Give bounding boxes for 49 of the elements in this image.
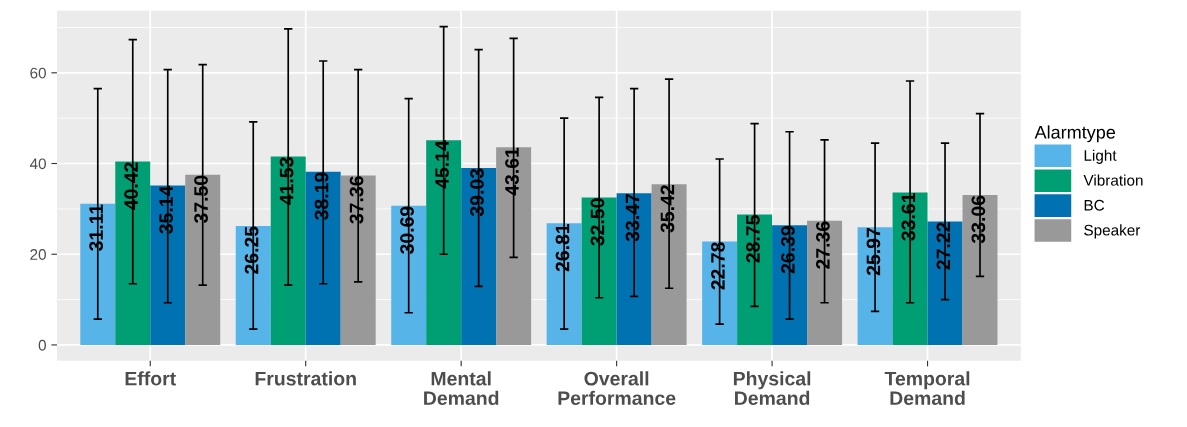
legend-label: Vibration bbox=[1083, 174, 1143, 186]
bar bbox=[115, 161, 151, 345]
y-tick-label: 20 bbox=[30, 249, 46, 260]
data-label: 22.78 bbox=[711, 242, 725, 290]
bar bbox=[892, 192, 928, 345]
data-label: 33.61 bbox=[901, 193, 916, 241]
data-label: 28.75 bbox=[746, 215, 760, 263]
bar bbox=[461, 167, 497, 345]
bar bbox=[391, 205, 427, 345]
bar bbox=[772, 225, 808, 345]
bar bbox=[616, 193, 652, 345]
data-label: 35.42 bbox=[660, 185, 675, 233]
x-tick-label: Mental Demand bbox=[424, 371, 499, 406]
data-label: 33.47 bbox=[625, 193, 640, 242]
x-tick-label: Overall Performance bbox=[558, 371, 676, 406]
x-tick-label: Frustration bbox=[255, 371, 356, 386]
bar bbox=[305, 171, 341, 345]
bar bbox=[340, 175, 376, 345]
legend-label: Speaker bbox=[1084, 224, 1141, 239]
bar bbox=[235, 225, 271, 345]
bar bbox=[581, 197, 617, 345]
data-label: 27.22 bbox=[936, 222, 951, 270]
legend-title: Alarmtype bbox=[1034, 125, 1116, 143]
x-tick-label: Physical Demand bbox=[733, 371, 811, 406]
y-tick-label: 0 bbox=[38, 339, 46, 351]
bar bbox=[962, 195, 998, 345]
bar bbox=[807, 220, 843, 345]
legend-label: Light bbox=[1084, 149, 1117, 164]
y-tick-label: 60 bbox=[30, 67, 46, 79]
bar bbox=[651, 184, 687, 345]
x-tick-label: Temporal Demand bbox=[884, 371, 970, 406]
bar bbox=[857, 227, 893, 345]
legend-label: BC bbox=[1084, 199, 1105, 211]
bar bbox=[150, 185, 186, 345]
data-label: 25.97 bbox=[866, 228, 881, 276]
bar bbox=[270, 156, 306, 345]
bar bbox=[80, 203, 116, 345]
y-tick-label: 40 bbox=[29, 158, 46, 170]
bar bbox=[185, 174, 221, 345]
data-label: 32.50 bbox=[590, 198, 605, 246]
data-label: 31.11 bbox=[89, 204, 104, 251]
bar bbox=[702, 241, 738, 345]
bar bbox=[426, 140, 462, 345]
x-tick-label: Effort bbox=[125, 371, 176, 386]
bar bbox=[927, 221, 963, 345]
bar bbox=[496, 147, 532, 345]
data-label: 33.06 bbox=[971, 195, 986, 244]
bar bbox=[546, 223, 582, 345]
bar bbox=[737, 214, 773, 345]
